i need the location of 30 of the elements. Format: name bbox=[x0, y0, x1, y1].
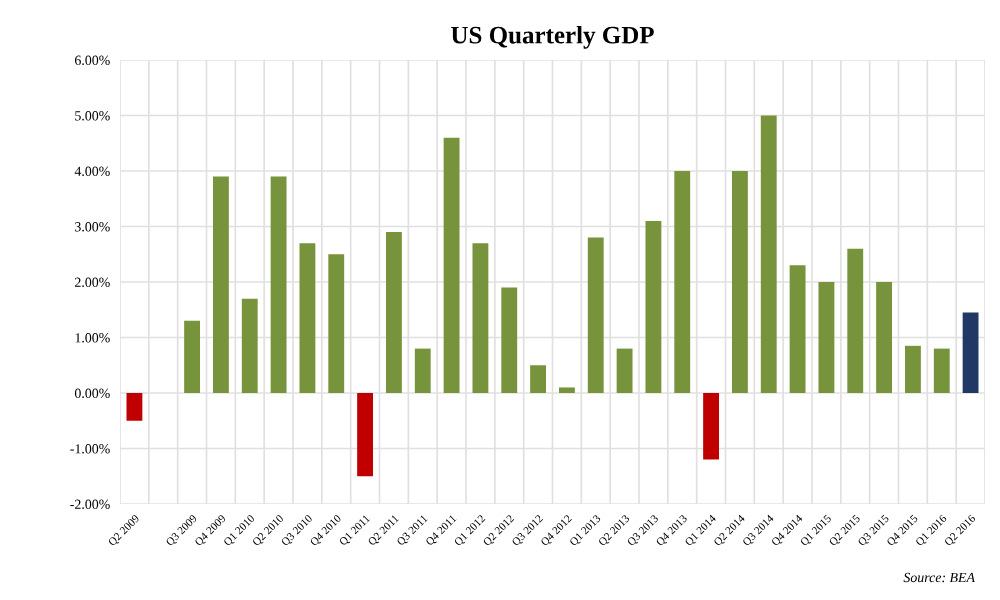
bar bbox=[184, 320, 201, 393]
bar bbox=[616, 348, 633, 393]
bar bbox=[472, 243, 489, 393]
bar bbox=[703, 393, 720, 460]
chart-title: US Quarterly GDP bbox=[451, 25, 654, 49]
bar bbox=[962, 312, 979, 393]
bar bbox=[328, 254, 345, 393]
bar bbox=[587, 237, 604, 393]
bar bbox=[876, 282, 893, 393]
bar bbox=[530, 365, 547, 393]
bar bbox=[558, 387, 575, 393]
bar bbox=[443, 137, 460, 393]
bar bbox=[385, 232, 402, 393]
bar bbox=[270, 176, 287, 393]
bar bbox=[789, 265, 806, 393]
bar bbox=[645, 220, 662, 393]
bar bbox=[760, 115, 777, 393]
bar bbox=[299, 243, 316, 393]
bar bbox=[674, 171, 691, 393]
bar bbox=[933, 348, 950, 393]
bar bbox=[818, 282, 835, 393]
bar bbox=[501, 287, 518, 393]
bar bbox=[731, 171, 748, 393]
bar bbox=[212, 176, 229, 393]
bar bbox=[126, 393, 143, 421]
bar bbox=[904, 345, 921, 393]
bar bbox=[357, 393, 374, 477]
bar bbox=[241, 298, 258, 393]
bar bbox=[847, 248, 864, 393]
bar bbox=[414, 348, 431, 393]
